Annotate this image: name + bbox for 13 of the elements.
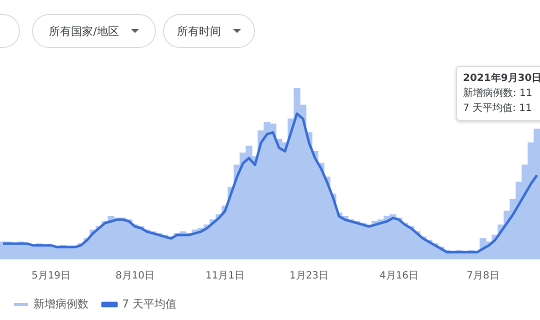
x-tick-label: 1月23日 [289, 270, 329, 282]
legend-label: 新增病例数 [34, 297, 88, 310]
legend-label: 7 天平均值 [122, 297, 176, 310]
x-tick-label: 5月19日 [31, 270, 71, 282]
annotation: 新增病例数: 11 [463, 86, 534, 101]
dropdown-field: 所有时间 [163, 14, 255, 48]
x-tick-label: 8月10日 [115, 270, 155, 282]
dropdown-field: 所有国家/地区 [32, 14, 156, 48]
x-tick-label: 7月8日 [466, 270, 500, 282]
x-tick-label: 11月1日 [205, 270, 245, 282]
tooltip-card: 2021年9月30日 新增病例数: 11 7 天平均值: 11 [456, 66, 540, 121]
x-tick-label: 4月16日 [379, 270, 419, 282]
annotation: 7 天平均值: 11 [463, 102, 533, 116]
